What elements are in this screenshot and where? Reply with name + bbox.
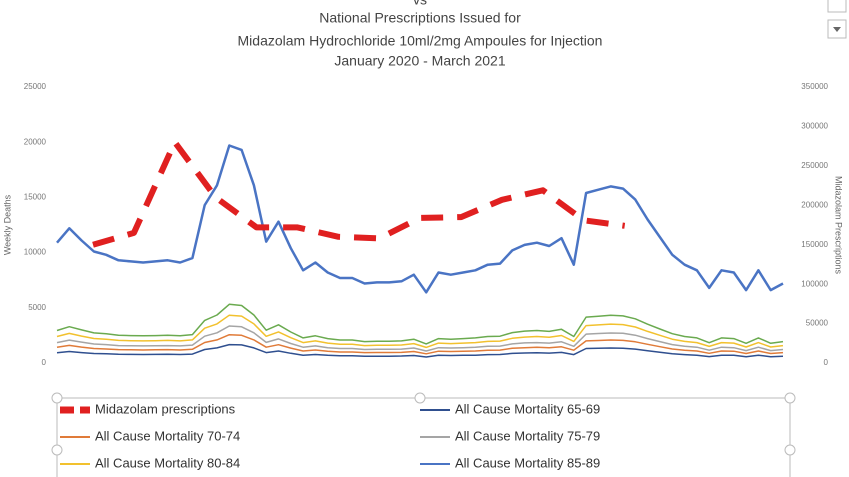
y-tick-label: 10000	[24, 248, 47, 257]
chart-button[interactable]	[827, 0, 847, 13]
filter-icon	[833, 27, 841, 32]
series-line	[56, 343, 784, 358]
y-tick-label: 5000	[28, 303, 46, 312]
chart-title: vs	[413, 0, 427, 8]
series-line	[56, 333, 784, 355]
y2-tick-label: 300000	[801, 122, 828, 131]
legend-label: All Cause Mortality 70-74	[95, 428, 240, 443]
series-line	[92, 139, 626, 248]
series-line	[56, 144, 784, 294]
y2-tick-label: 350000	[801, 82, 828, 91]
series-line	[56, 303, 784, 345]
chart-title: National Prescriptions Issued for	[319, 10, 521, 26]
chart-title: January 2020 - March 2021	[334, 53, 505, 69]
series-line	[56, 314, 784, 349]
y2-tick-label: 0	[824, 358, 829, 367]
chart-title: Midazolam Hydrochloride 10ml/2mg Ampoule…	[238, 33, 603, 49]
y2-tick-label: 100000	[801, 279, 828, 288]
y2-axis-title: Midazolam Prescriptions	[834, 176, 844, 275]
y2-tick-label: 200000	[801, 200, 828, 209]
y-tick-label: 20000	[24, 137, 47, 146]
y2-tick-label: 250000	[801, 161, 828, 170]
legend-label: Midazolam prescriptions	[95, 401, 236, 416]
y-axis-title: Weekly Deaths	[2, 194, 12, 255]
y2-tick-label: 150000	[801, 240, 828, 249]
y-tick-label: 15000	[24, 193, 47, 202]
legend-label: All Cause Mortality 75-79	[455, 428, 600, 443]
y-tick-label: 0	[42, 358, 47, 367]
selection-frame	[51, 392, 796, 477]
y-tick-label: 25000	[24, 82, 47, 91]
legend-label: All Cause Mortality 65-69	[455, 401, 600, 416]
legend-label: All Cause Mortality 85-89	[455, 455, 600, 470]
series-line	[56, 325, 784, 352]
y2-tick-label: 50000	[806, 319, 829, 328]
legend-label: All Cause Mortality 80-84	[95, 455, 240, 470]
